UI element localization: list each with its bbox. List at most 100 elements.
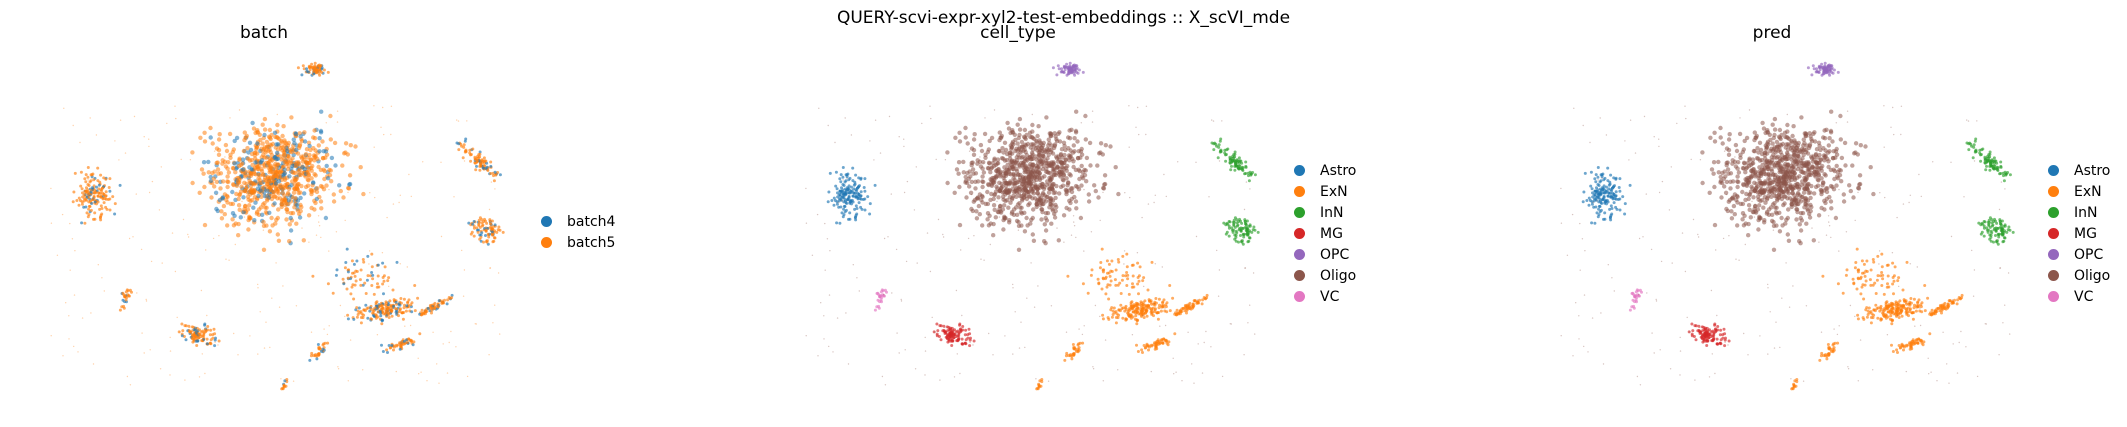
scatter-point <box>379 314 383 318</box>
scatter-point <box>383 133 385 136</box>
scatter-point <box>1030 142 1036 147</box>
scatter-point <box>1164 307 1166 309</box>
scatter-point <box>1037 167 1042 172</box>
scatter-point <box>336 110 339 112</box>
scatter-point <box>193 328 197 332</box>
scatter-point <box>169 336 171 339</box>
scatter-point <box>1770 141 1775 146</box>
scatter-point <box>320 70 324 74</box>
scatter-point <box>281 172 286 177</box>
scatter-point <box>1159 325 1161 327</box>
scatter-point <box>989 135 995 141</box>
scatter-point <box>1045 169 1050 175</box>
scatter-point <box>1051 169 1056 174</box>
scatter-point <box>476 230 480 234</box>
scatter-point <box>68 338 70 340</box>
scatter-point <box>1843 163 1848 168</box>
scatter-point <box>1126 273 1130 277</box>
scatter-point <box>834 170 838 174</box>
scatter-point <box>1200 302 1204 306</box>
scatter-point <box>1080 122 1083 124</box>
scatter-point <box>852 187 856 191</box>
scatter-point <box>869 140 871 142</box>
scatter-point <box>1054 156 1060 161</box>
scatter-point <box>1826 143 1832 148</box>
scatter-point <box>369 192 371 194</box>
scatter-point <box>295 305 298 307</box>
scatter-point <box>1759 157 1765 163</box>
scatter-point <box>87 195 91 199</box>
scatter-point <box>841 200 843 202</box>
scatter-point <box>851 194 855 198</box>
scatter-point <box>1797 239 1802 244</box>
scatter-point <box>242 206 247 212</box>
scatter-point <box>1031 238 1037 243</box>
scatter-point <box>985 165 991 171</box>
scatter-point <box>257 287 259 289</box>
scatter-point <box>1808 134 1813 139</box>
scatter-point <box>980 223 985 228</box>
scatter-point <box>1818 187 1824 193</box>
scatter-point <box>1850 163 1855 168</box>
scatter-point <box>199 167 205 172</box>
scatter-point <box>1247 239 1251 243</box>
scatter-point <box>456 119 458 121</box>
scatter-point <box>440 161 442 163</box>
scatter-point <box>1236 166 1240 170</box>
scatter-point <box>292 141 297 146</box>
scatter-point <box>1090 268 1094 272</box>
scatter-point <box>1229 323 1232 325</box>
scatter-point <box>1771 247 1777 252</box>
scatter-point <box>97 187 101 191</box>
scatter-point <box>1615 207 1619 211</box>
scatter-point <box>219 209 224 214</box>
scatter-point <box>83 197 86 201</box>
scatter-point <box>840 186 843 190</box>
scatter-point <box>974 209 979 214</box>
scatter-point <box>98 207 102 211</box>
scatter-point <box>973 235 975 237</box>
scatter-point <box>968 150 971 152</box>
scatter-point <box>69 222 71 225</box>
scatter-point <box>298 190 303 195</box>
scatter-point <box>108 208 112 212</box>
scatter-point <box>854 195 858 199</box>
scatter-point <box>350 259 354 263</box>
scatter-point <box>936 329 940 333</box>
scatter-point <box>1769 158 1775 163</box>
scatter-point <box>256 193 261 199</box>
scatter-point <box>1035 186 1041 191</box>
scatter-point <box>366 254 370 258</box>
scatter-point <box>1790 133 1795 139</box>
scatter-point <box>374 301 378 305</box>
scatter-point <box>264 205 269 210</box>
scatter-point <box>206 170 211 175</box>
scatter-point <box>1751 148 1757 154</box>
scatter-point <box>489 267 491 269</box>
scatter-point <box>273 173 278 178</box>
scatter-point <box>1222 221 1226 225</box>
scatter-point <box>842 200 846 204</box>
scatter-point <box>1740 165 1746 171</box>
scatter-point <box>1057 191 1062 196</box>
scatter-point <box>233 332 235 335</box>
scatter-point <box>1757 215 1762 220</box>
scatter-point <box>1168 309 1172 313</box>
scatter-point <box>1239 159 1243 163</box>
scatter-point <box>979 148 985 154</box>
scatter-point <box>260 141 265 146</box>
scatter-point <box>338 188 343 194</box>
scatter-point <box>407 337 411 341</box>
scatter-point <box>1117 260 1121 264</box>
scatter-point <box>1245 181 1248 183</box>
scatter-point <box>1765 128 1770 133</box>
scatter-point <box>403 339 406 343</box>
scatter-point <box>261 247 267 252</box>
scatter-point <box>1117 369 1119 371</box>
scatter-point <box>1241 242 1245 246</box>
scatter-point <box>271 189 276 195</box>
scatter-point <box>455 346 457 348</box>
scatter-point <box>914 368 917 370</box>
scatter-point <box>1606 194 1610 198</box>
scatter-point <box>1141 216 1143 219</box>
